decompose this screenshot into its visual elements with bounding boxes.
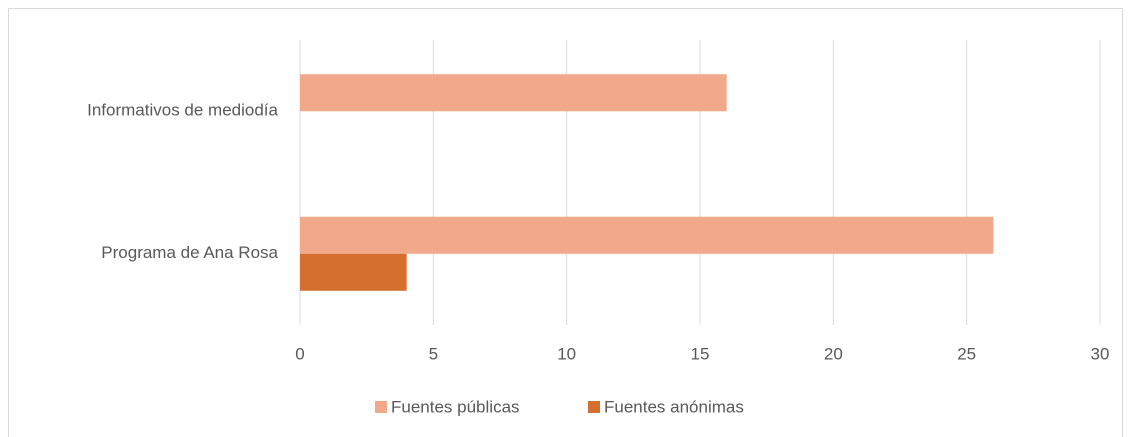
y-tick-label: Programa de Ana Rosa <box>101 243 278 262</box>
bar <box>300 74 727 112</box>
bar <box>300 253 407 291</box>
y-tick-label: Informativos de mediodía <box>87 101 278 120</box>
bar <box>300 216 994 254</box>
legend-swatch <box>375 401 387 413</box>
legend-label: Fuentes anónimas <box>604 397 744 416</box>
x-tick-label: 0 <box>295 344 304 363</box>
x-tick-label: 15 <box>691 344 710 363</box>
legend-swatch <box>588 401 600 413</box>
legend-label: Fuentes públicas <box>391 397 520 416</box>
x-tick-label: 30 <box>1091 344 1110 363</box>
x-tick-label: 5 <box>429 344 438 363</box>
x-tick-label: 10 <box>557 344 576 363</box>
x-tick-label: 20 <box>824 344 843 363</box>
x-tick-label: 25 <box>957 344 976 363</box>
